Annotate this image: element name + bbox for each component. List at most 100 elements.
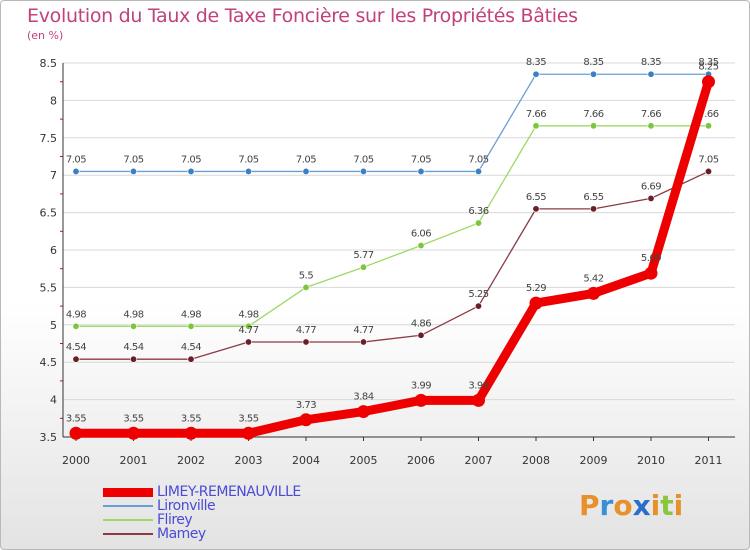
x-tick-label: 2003 [235, 454, 263, 467]
data-point [474, 167, 482, 175]
data-point [130, 355, 138, 363]
data-label: 7.05 [181, 154, 201, 165]
data-label: 4.54 [123, 342, 143, 353]
data-label: 8.35 [583, 57, 603, 68]
data-label: 5.42 [583, 273, 603, 284]
chart-unit: (en %) [27, 29, 64, 42]
legend-swatch [103, 519, 153, 521]
y-tick-label: 6.5 [40, 207, 58, 220]
logo-letter: P [579, 489, 600, 522]
y-tick-label: 5.5 [40, 281, 58, 294]
y-tick-label: 4.5 [40, 356, 58, 369]
data-label: 3.55 [123, 413, 143, 424]
proxiti-logo: Proxiti [579, 489, 683, 522]
data-label: 7.05 [353, 154, 373, 165]
data-point [245, 167, 253, 175]
y-tick-label: 7 [50, 169, 57, 182]
data-point [417, 242, 425, 250]
data-point [644, 266, 658, 280]
data-point [417, 331, 425, 339]
data-point [359, 263, 367, 271]
data-label: 4.54 [66, 342, 86, 353]
chart-title: Evolution du Taux de Taxe Foncière sur l… [27, 5, 578, 27]
data-label: 6.55 [583, 192, 603, 203]
data-label: 5.69 [641, 253, 661, 264]
data-point [589, 70, 597, 78]
data-point [532, 70, 540, 78]
data-label: 4.77 [353, 325, 373, 336]
data-label: 6.36 [468, 206, 488, 217]
series-line [76, 73, 709, 173]
logo-letter: r [599, 489, 614, 522]
x-tick-label: 2010 [637, 454, 665, 467]
logo-letter: i [650, 489, 661, 522]
legend-item: Flirey [103, 513, 301, 527]
legend-label: Lironville [157, 498, 216, 514]
data-label: 8.35 [641, 57, 661, 68]
data-point [187, 167, 195, 175]
legend-item: Lironville [103, 499, 301, 513]
data-point [359, 338, 367, 346]
y-tick-label: 6 [50, 244, 57, 257]
data-label: 3.99 [411, 380, 431, 391]
data-point [474, 302, 482, 310]
data-label: 7.05 [296, 154, 316, 165]
data-point [245, 338, 253, 346]
data-label: 6.69 [641, 181, 661, 192]
data-point [130, 167, 138, 175]
data-point [529, 296, 543, 310]
data-point [587, 286, 600, 300]
logo-letter: x [632, 489, 651, 522]
data-label: 7.05 [123, 154, 143, 165]
legend-label: LIMEY-REMENAUVILLE [157, 484, 301, 500]
data-label: 7.05 [411, 154, 431, 165]
data-label: 7.05 [698, 154, 718, 165]
data-label: 4.54 [181, 342, 201, 353]
data-label: 4.77 [238, 325, 258, 336]
legend: LIMEY-REMENAUVILLE Lironville Flirey Mamey [103, 485, 301, 541]
data-point [414, 393, 428, 407]
data-label: 3.99 [468, 380, 488, 391]
data-point [704, 122, 712, 130]
y-tick-label: 4 [50, 394, 57, 407]
y-tick-label: 8.5 [40, 57, 58, 70]
data-label: 7.05 [238, 154, 258, 165]
data-point [647, 122, 655, 130]
legend-swatch [103, 487, 153, 497]
data-label: 5.77 [353, 250, 373, 261]
data-label: 4.77 [296, 325, 316, 336]
data-label: 7.66 [698, 109, 718, 120]
data-label: 7.66 [641, 109, 661, 120]
data-point [299, 413, 313, 427]
data-label: 6.55 [526, 192, 546, 203]
x-tick-label: 2008 [522, 454, 550, 467]
data-label: 3.84 [353, 392, 373, 403]
data-point [302, 338, 310, 346]
data-point [302, 167, 310, 175]
data-point [702, 75, 715, 89]
logo-letter: o [613, 489, 633, 522]
data-point [187, 322, 195, 330]
legend-label: Mamey [157, 526, 206, 542]
data-point [647, 70, 655, 78]
data-label: 3.55 [181, 413, 201, 424]
data-label: 7.05 [66, 154, 86, 165]
data-point [417, 167, 425, 175]
legend-swatch [103, 533, 153, 535]
data-label: 8.35 [526, 57, 546, 68]
x-tick-label: 2005 [350, 454, 378, 467]
data-point [589, 205, 597, 213]
x-tick-label: 2001 [120, 454, 148, 467]
data-point [130, 322, 138, 330]
data-label: 4.86 [411, 318, 431, 329]
data-label: 4.98 [181, 309, 201, 320]
data-point [72, 322, 80, 330]
x-tick-label: 2006 [407, 454, 435, 467]
data-point [359, 167, 367, 175]
x-tick-label: 2004 [292, 454, 320, 467]
x-tick-label: 2002 [177, 454, 205, 467]
legend-label: Flirey [157, 512, 193, 528]
data-point [704, 167, 712, 175]
